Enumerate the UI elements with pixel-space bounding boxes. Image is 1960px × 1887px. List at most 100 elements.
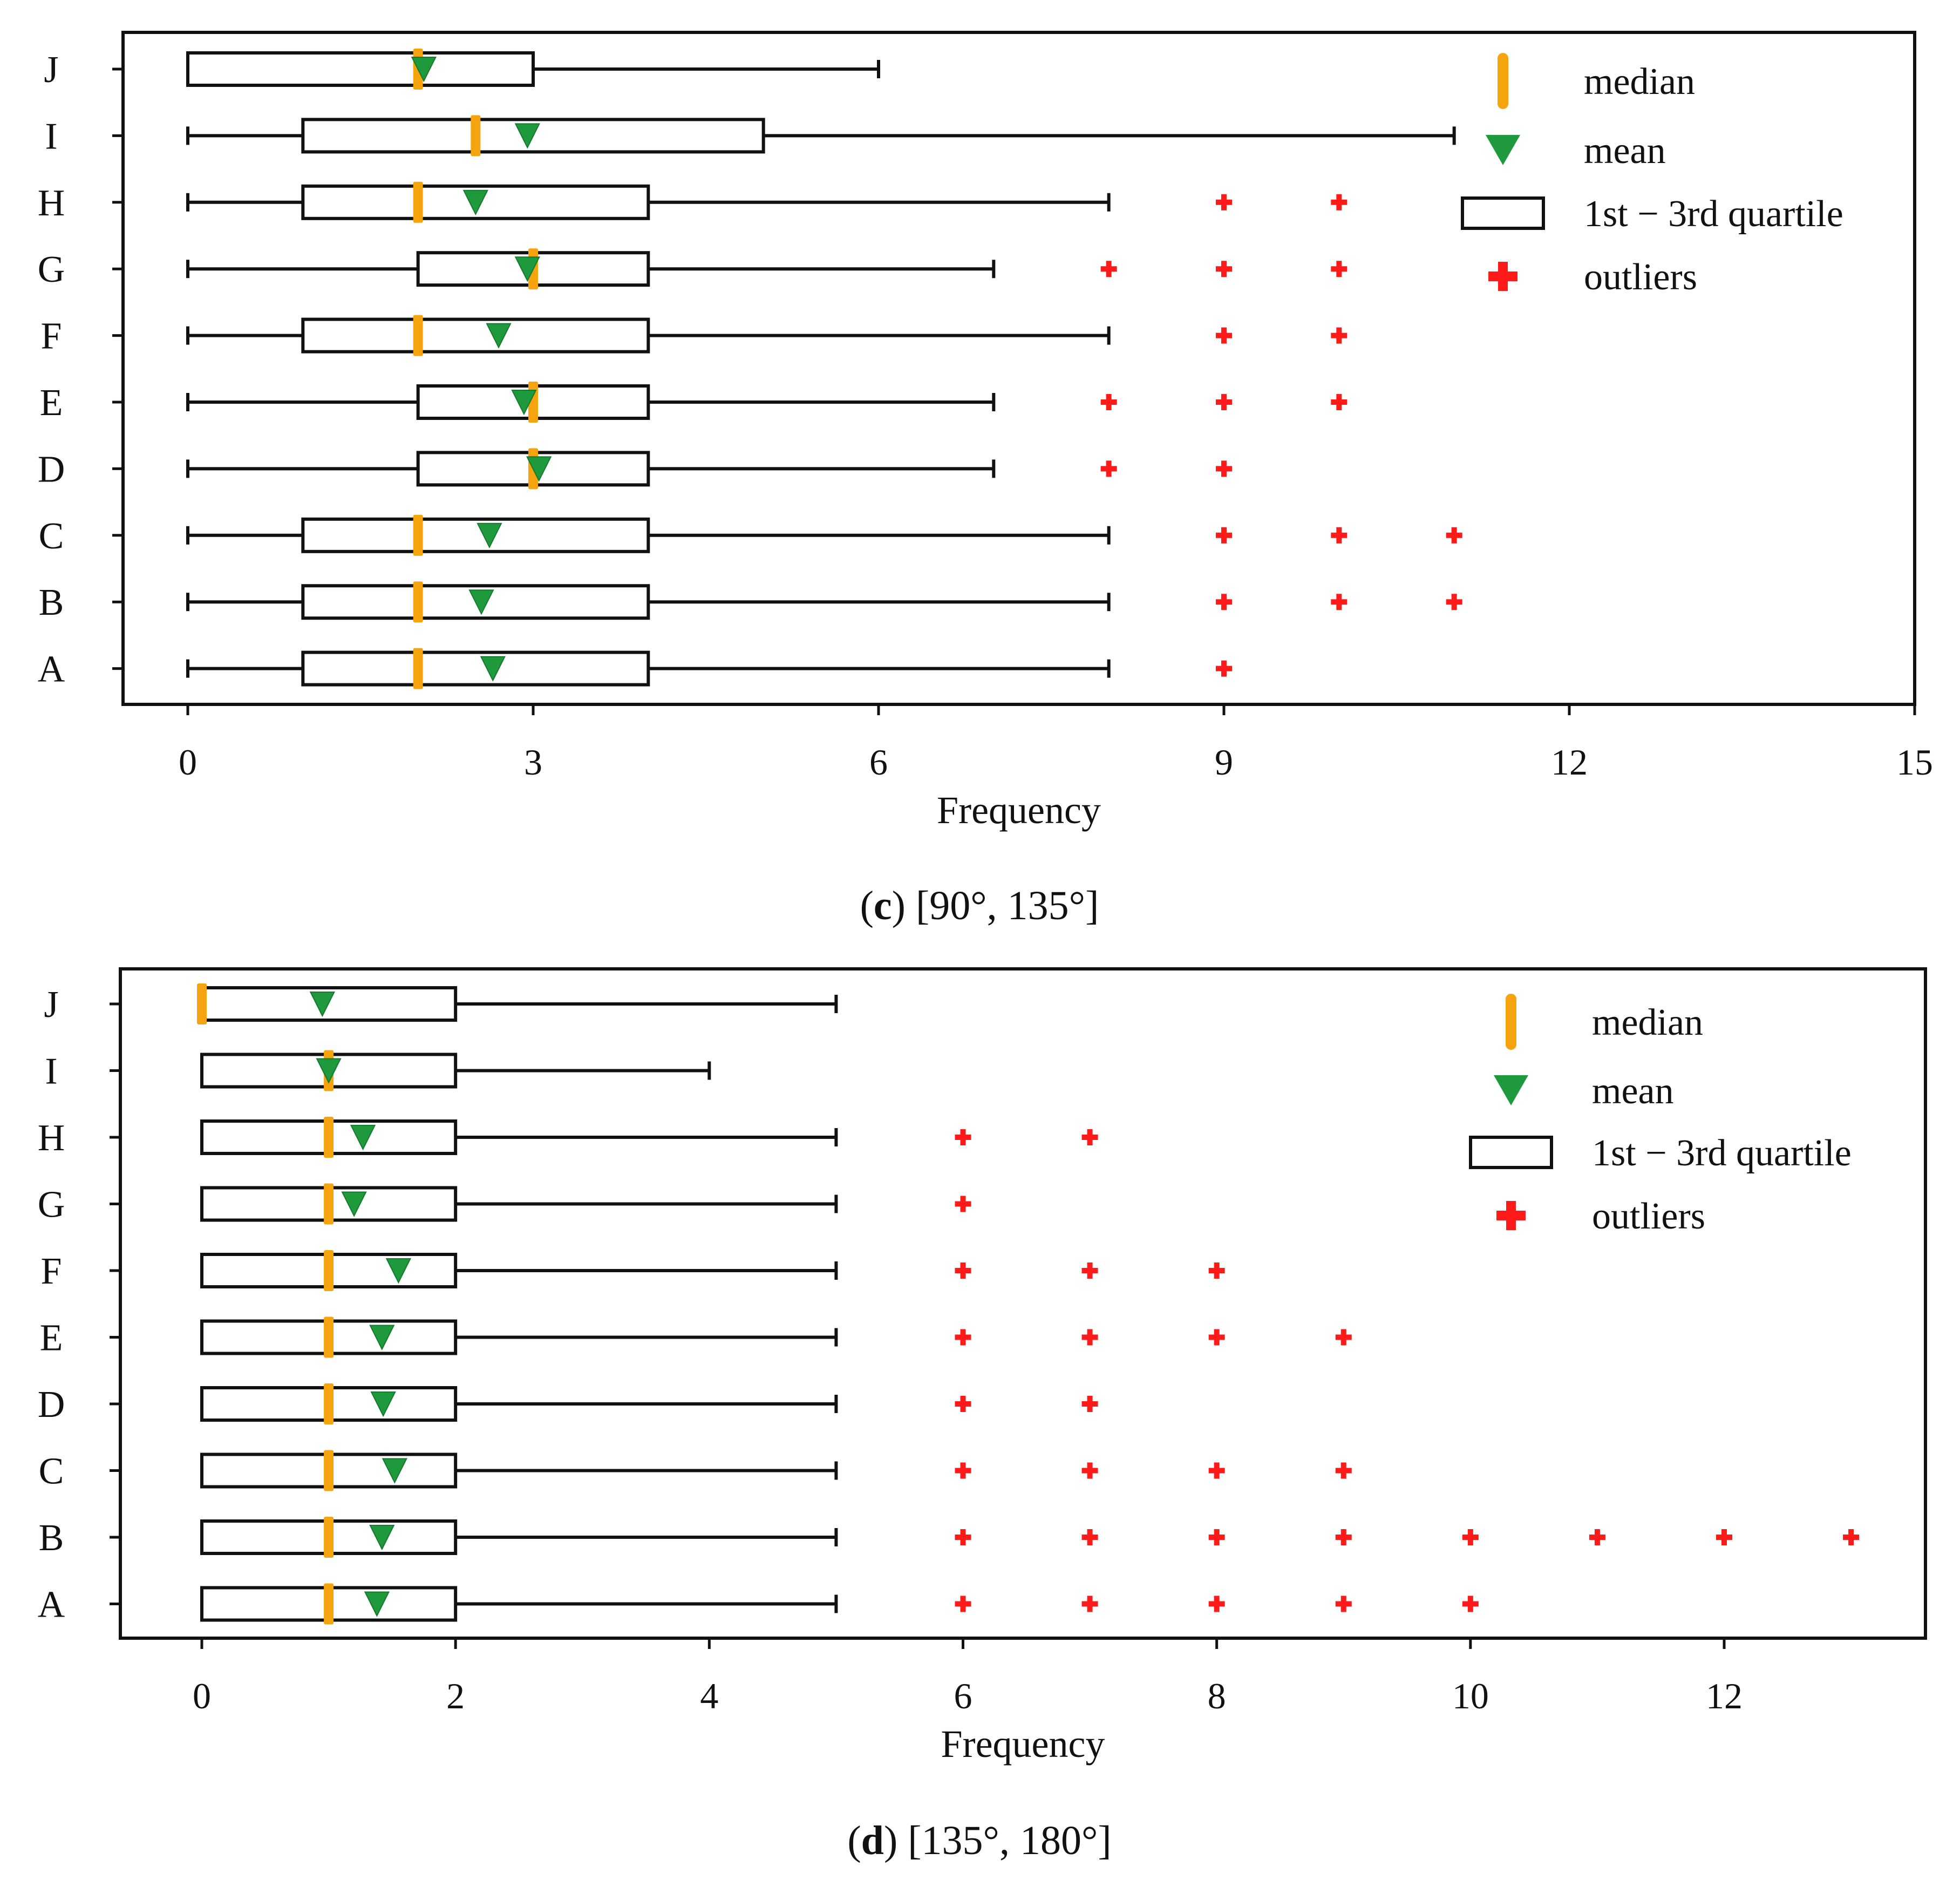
mean-marker: [369, 1325, 395, 1350]
y-tick-label: B: [39, 582, 64, 623]
outlier-marker: [1208, 1596, 1225, 1612]
y-tick-label: H: [38, 1117, 65, 1159]
median-bar: [413, 581, 423, 623]
box-row-J: J: [44, 983, 838, 1026]
legend-label-mean: mean: [1584, 130, 1666, 172]
caption-paren-open: (: [860, 883, 874, 928]
outlier-marker: [1216, 460, 1232, 477]
mean-marker: [486, 323, 512, 349]
outlier-marker: [1216, 194, 1232, 211]
box-row-E: E: [40, 1316, 1352, 1359]
outlier-marker: [1331, 327, 1348, 344]
outlier-marker: [1462, 1596, 1479, 1612]
box-row-J: J: [44, 49, 880, 91]
caption-text: [90°, 135°]: [916, 883, 1099, 928]
outlier-marker: [1081, 1329, 1098, 1346]
y-tick-label: J: [44, 984, 58, 1026]
outlier-marker: [1446, 594, 1462, 610]
mean-marker: [364, 1591, 390, 1617]
median-bar: [413, 181, 423, 223]
outlier-marker: [1446, 527, 1462, 544]
median-bar: [324, 1517, 334, 1558]
outlier-marker: [955, 1129, 971, 1145]
mean-marker: [385, 1258, 411, 1284]
outlier-marker: [1335, 1529, 1352, 1545]
median-bar: [413, 648, 423, 689]
y-tick-label: C: [39, 515, 64, 557]
caption-text: [135°, 180°]: [908, 1818, 1111, 1863]
mean-marker: [511, 390, 537, 416]
median-bar: [324, 1183, 334, 1225]
box-row-C: C: [39, 1450, 1352, 1492]
x-tick-label: 9: [1215, 742, 1233, 783]
x-tick-label: 6: [869, 742, 888, 783]
box-row-G: G: [38, 248, 1348, 290]
outlier-marker: [1335, 1596, 1352, 1612]
median-bar: [324, 1583, 334, 1625]
median-bar: [413, 514, 423, 556]
box-row-H: H: [38, 1117, 1098, 1159]
x-tick-label: 3: [524, 742, 542, 783]
box-row-F: F: [41, 315, 1348, 357]
y-tick-label: A: [38, 649, 65, 690]
legend-label-outlier: outliers: [1592, 1196, 1705, 1237]
y-tick-label: J: [44, 49, 58, 91]
box-row-D: D: [38, 448, 1232, 490]
caption-letter: d: [861, 1818, 884, 1863]
mean-marker: [309, 992, 335, 1017]
quartile-box: [301, 317, 650, 354]
outlier-marker: [955, 1529, 971, 1545]
legend-label-box: 1st − 3rd quartile: [1592, 1132, 1852, 1174]
outlier-marker: [1216, 394, 1232, 410]
x-tick-label: 10: [1452, 1675, 1489, 1716]
outlier-marker: [1081, 1596, 1098, 1612]
x-axis-label: Frequency: [937, 789, 1101, 832]
y-tick-label: I: [45, 1051, 57, 1092]
mean-marker: [316, 1058, 342, 1084]
x-tick-label: 8: [1208, 1675, 1226, 1716]
box-row-B: B: [39, 1517, 1860, 1559]
x-tick-label: 0: [179, 742, 197, 783]
x-tick-label: 0: [193, 1675, 211, 1716]
outlier-marker: [1081, 1129, 1098, 1145]
box-row-G: G: [38, 1183, 971, 1226]
box-row-F: F: [41, 1250, 1225, 1292]
y-tick-label: A: [38, 1584, 65, 1626]
box-row-D: D: [38, 1383, 1098, 1426]
legend: median mean 1st − 3rd quartile outliers: [1469, 994, 1852, 1237]
outlier-marker: [1331, 261, 1348, 277]
legend-label-mean: mean: [1592, 1070, 1674, 1112]
outlier-marker: [1335, 1329, 1352, 1346]
mean-marker: [514, 256, 540, 282]
mean-marker: [411, 57, 437, 83]
x-axis-label: Frequency: [941, 1722, 1105, 1766]
y-tick-label: I: [45, 116, 57, 157]
median-bar: [324, 1383, 334, 1424]
legend-label-median: median: [1592, 1002, 1703, 1043]
outlier-marker: [955, 1596, 971, 1612]
mean-marker: [462, 189, 488, 216]
outlier-marker: [1100, 394, 1117, 410]
x-tick-label: 12: [1706, 1675, 1743, 1716]
outlier-marker: [1843, 1529, 1860, 1545]
mean-marker: [382, 1458, 407, 1484]
outlier-marker: [1208, 1262, 1225, 1279]
legend-outlier-swatch: [1488, 262, 1517, 291]
plot-frame: [121, 31, 1916, 706]
box-row-B: B: [39, 581, 1462, 623]
outlier-marker: [1331, 194, 1348, 211]
legend-outlier-swatch: [1496, 1201, 1526, 1230]
median-bar: [197, 983, 207, 1024]
quartile-box: [186, 51, 535, 87]
outlier-marker: [1208, 1529, 1225, 1545]
median-bar: [324, 1250, 334, 1291]
median-bar: [413, 315, 423, 356]
legend-label-outlier: outliers: [1584, 256, 1697, 298]
outlier-marker: [1589, 1529, 1605, 1545]
outlier-marker: [1331, 594, 1348, 610]
caption-paren-close: ): [892, 883, 916, 928]
outlier-marker: [955, 1396, 971, 1412]
